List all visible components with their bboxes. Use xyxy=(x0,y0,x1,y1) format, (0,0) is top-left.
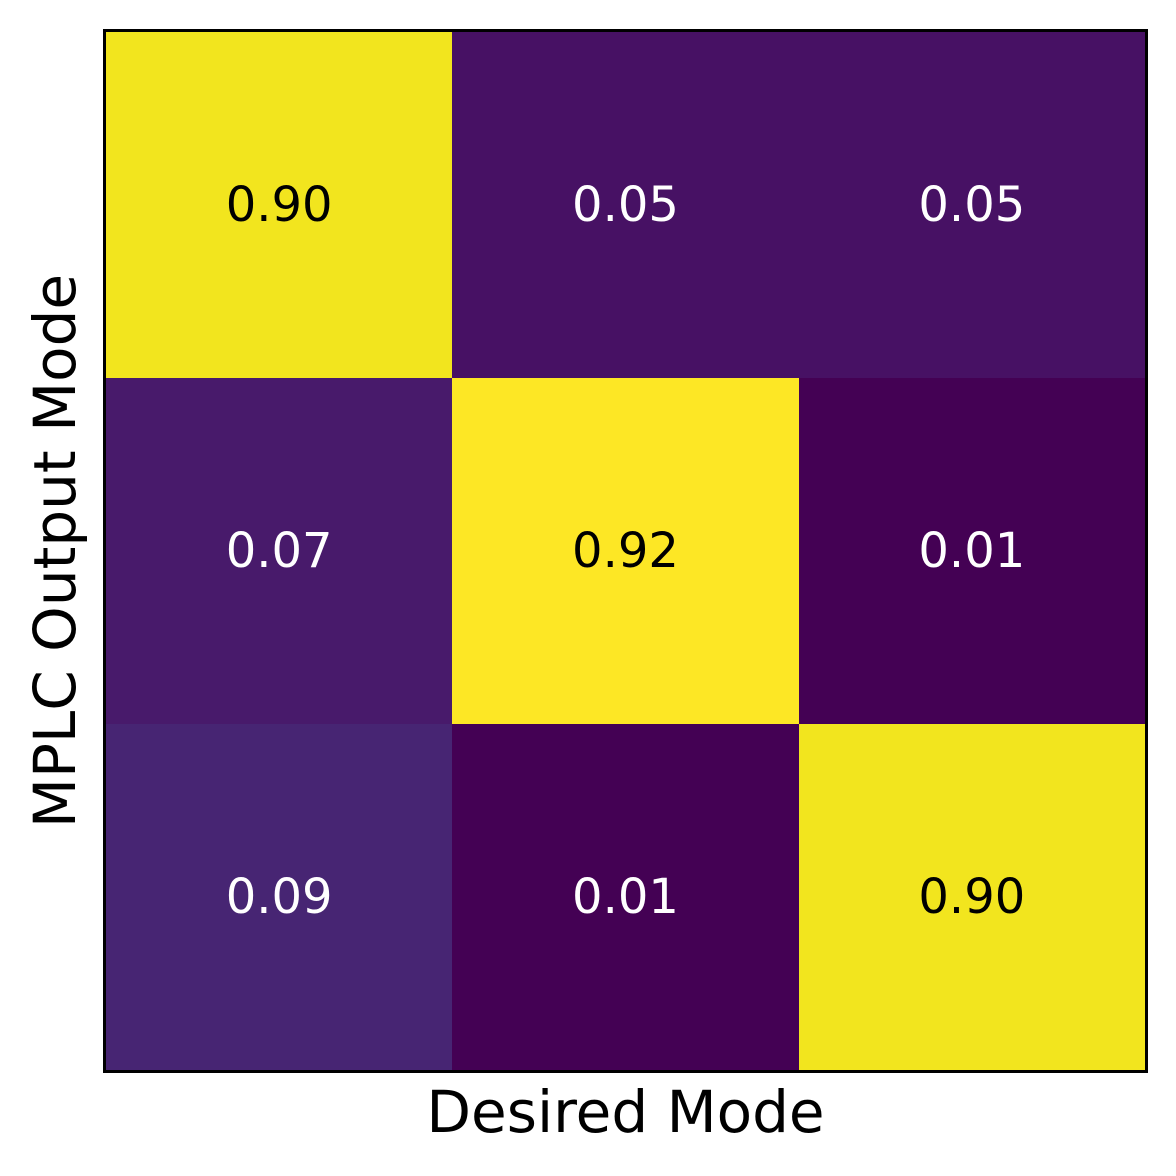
cell-value: 0.01 xyxy=(918,523,1026,579)
cell-value: 0.05 xyxy=(918,177,1026,233)
x-axis-label: Desired Mode xyxy=(426,1078,825,1146)
heatmap-cell-r0c1: 0.05 xyxy=(452,32,799,378)
heatmap-grid: 0.90 0.05 0.05 0.07 0.92 0.01 0.09 0.01 … xyxy=(103,29,1148,1073)
heatmap-cell-r1c0: 0.07 xyxy=(106,378,453,724)
heatmap-cell-r0c2: 0.05 xyxy=(798,32,1145,378)
cell-value: 0.92 xyxy=(572,523,679,579)
heatmap-cell-r1c1: 0.92 xyxy=(452,378,799,724)
cell-value: 0.01 xyxy=(572,869,679,925)
y-axis-label: MPLC Output Mode xyxy=(21,273,89,829)
heatmap-cell-r0c0: 0.90 xyxy=(106,32,453,378)
cell-value: 0.07 xyxy=(225,523,333,579)
heatmap-cell-r2c2: 0.90 xyxy=(798,724,1145,1070)
cell-value: 0.90 xyxy=(918,869,1026,925)
heatmap-cell-r2c0: 0.09 xyxy=(106,724,453,1070)
cell-value: 0.09 xyxy=(225,869,333,925)
cell-value: 0.90 xyxy=(225,177,333,233)
heatmap-cell-r1c2: 0.01 xyxy=(798,378,1145,724)
heatmap-cell-r2c1: 0.01 xyxy=(452,724,799,1070)
cell-value: 0.05 xyxy=(572,177,679,233)
